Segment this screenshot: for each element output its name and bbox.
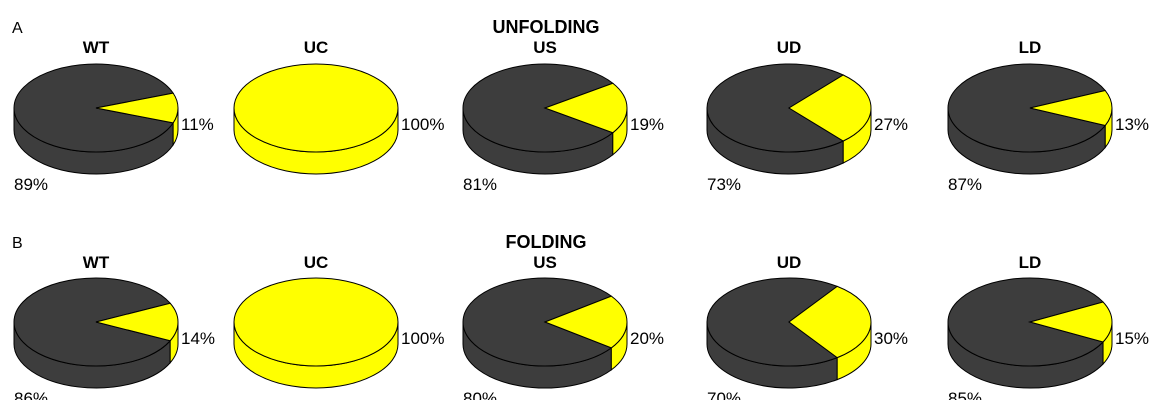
pie-slice-light (95, 302, 179, 342)
data-label-dark: 81% (463, 175, 497, 194)
pie-slice-dark (13, 63, 174, 153)
pie-slice-light (95, 92, 179, 124)
pie-uc: UC 100% (233, 38, 444, 175)
pie-slice-light (233, 277, 399, 367)
pie-slice-dark (462, 63, 614, 153)
pie-slice-light (233, 63, 399, 153)
pie-uc: UC 100% (233, 253, 444, 389)
pie-name: UD (777, 253, 802, 272)
data-label-dark: 80% (463, 389, 497, 400)
pie-name: UD (777, 38, 802, 57)
pie-slice-dark (13, 277, 172, 367)
pie-us: US 19% 81% (462, 38, 664, 194)
data-label-dark: 87% (948, 175, 982, 194)
data-label-dark: 70% (707, 389, 741, 400)
data-label-light: 20% (630, 329, 664, 348)
pie-name: WT (83, 38, 110, 57)
data-label-dark: 86% (14, 389, 48, 400)
data-label-dark: 89% (14, 175, 48, 194)
pie-name: LD (1019, 38, 1042, 57)
pie-slice-dark (947, 277, 1105, 367)
panel-title: FOLDING (506, 232, 587, 252)
panels-group: A UNFOLDING WT 11% 89% UC 100% US 19% 81% UD 27% 73%… (12, 17, 1149, 400)
data-label-light: 19% (630, 115, 664, 134)
panel-b: B FOLDING WT 14% 86% UC 100% US 20% 80% UD 30% 70% LD… (12, 232, 1149, 400)
data-label-dark: 85% (948, 389, 982, 400)
panel-a: A UNFOLDING WT 11% 89% UC 100% US 19% 81% UD 27% 73%… (12, 17, 1149, 194)
pie-name: US (533, 253, 557, 272)
pie-slice-light (788, 74, 872, 142)
pie-name: UC (304, 253, 329, 272)
pie-wt: WT 14% 86% (13, 253, 215, 400)
pie-wt: WT 11% 89% (13, 38, 214, 194)
pie-slice-dark (706, 63, 845, 153)
pie-slice-light (543, 82, 628, 134)
panel-letter: A (12, 20, 23, 37)
data-label-dark: 73% (707, 175, 741, 194)
pie-slice-dark (947, 63, 1107, 153)
data-label-light: 15% (1115, 329, 1149, 348)
pie-slice-light (1028, 301, 1113, 343)
data-label-light: 30% (874, 329, 908, 348)
pie-us: US 20% 80% (462, 253, 664, 400)
data-label-light: 100% (401, 329, 444, 348)
panel-letter: B (12, 235, 23, 252)
pie-ud: UD 30% 70% (706, 253, 908, 400)
pie-slice-light (543, 295, 628, 349)
panel-title: UNFOLDING (493, 17, 600, 37)
pie-name: WT (83, 253, 110, 272)
data-label-light: 100% (401, 115, 444, 134)
data-label-light: 13% (1115, 115, 1149, 134)
pie-ld: LD 15% 85% (947, 253, 1149, 400)
pie-ud: UD 27% 73% (706, 38, 908, 194)
pie-name: UC (304, 38, 329, 57)
pie-name: US (533, 38, 557, 57)
data-label-light: 14% (181, 329, 215, 348)
data-label-light: 27% (874, 115, 908, 134)
pie-slice-dark (462, 277, 613, 367)
pie-slice-light (788, 285, 872, 359)
pie-name: LD (1019, 253, 1042, 272)
pie-ld: LD 13% 87% (947, 38, 1149, 194)
pie-slice-dark (706, 277, 839, 367)
pie-slice-light (1029, 89, 1113, 127)
data-label-light: 11% (181, 115, 214, 134)
